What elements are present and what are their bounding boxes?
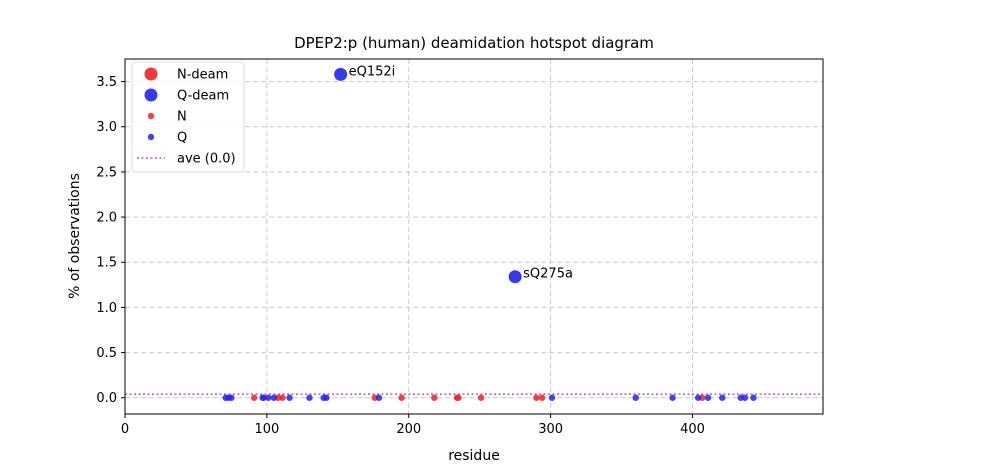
legend-label: ave (0.0)	[177, 152, 236, 167]
n-residue-point	[250, 394, 258, 401]
x-tick-label: 400	[680, 422, 705, 437]
legend-marker-small	[147, 133, 155, 141]
x-tick-label: 200	[396, 422, 421, 437]
q-residue-point	[704, 394, 712, 401]
deamidation-hotspot-point	[508, 270, 522, 284]
legend-label: Q-deam	[177, 89, 229, 104]
y-tick-label: 1.5	[96, 256, 117, 271]
q-residue-point	[694, 394, 702, 401]
n-residue-point	[455, 394, 462, 401]
legend-marker-big	[144, 88, 158, 102]
q-residue-point	[669, 394, 676, 401]
n-residue-point	[398, 394, 405, 401]
hotspot-label: eQ152i	[349, 64, 396, 79]
q-residue-point	[286, 394, 293, 401]
q-residue-point	[270, 394, 278, 401]
q-residue-point	[228, 394, 235, 401]
data-points	[222, 67, 757, 401]
n-residue-point	[279, 394, 286, 401]
legend-label: N-deam	[177, 68, 228, 83]
n-residue-point	[477, 394, 485, 401]
q-residue-point	[265, 394, 272, 401]
y-tick-label: 0.0	[96, 391, 117, 406]
legend-label: N	[177, 110, 187, 125]
hotspot-label: sQ275a	[523, 267, 573, 282]
y-tick-label: 1.0	[96, 301, 117, 316]
x-tick-label: 0	[121, 422, 129, 437]
y-tick-label: 2.0	[96, 211, 117, 226]
n-residue-point	[533, 394, 540, 401]
q-residue-point	[548, 394, 556, 401]
plot-frame	[124, 58, 824, 415]
axis-ticks: 0 100 200 300 400 0.0 0.5 1.0 1.5 2.0 2.5 3.0 3.5	[96, 75, 705, 437]
x-axis-label: residue	[448, 448, 500, 464]
y-tick-label: 2.5	[96, 165, 117, 180]
point-annotations: eQ152i sQ275a	[349, 64, 573, 281]
x-tick-label: 300	[538, 422, 563, 437]
q-residue-point	[632, 394, 639, 401]
legend-label: Q	[177, 131, 187, 146]
y-tick-label: 0.5	[96, 346, 117, 361]
legend-marker-small	[147, 112, 155, 120]
y-axis-label: % of observations	[67, 173, 83, 299]
deamidation-hotspot-point	[334, 67, 348, 81]
legend-box	[131, 61, 245, 173]
n-residue-point	[431, 394, 438, 401]
grid-lines	[124, 59, 823, 414]
q-residue-point	[306, 394, 313, 401]
q-residue-point	[750, 394, 757, 401]
legend-marker-big	[144, 67, 158, 81]
q-residue-point	[719, 394, 726, 401]
q-residue-point	[323, 394, 330, 401]
chart-title: DPEP2:p (human) deamidation hotspot diag…	[294, 34, 654, 52]
x-tick-label: 100	[254, 422, 279, 437]
q-residue-point	[259, 394, 266, 401]
y-tick-label: 3.0	[96, 120, 117, 135]
n-residue-point	[538, 394, 546, 401]
q-residue-point	[375, 394, 383, 401]
q-residue-point	[741, 394, 749, 401]
y-tick-label: 3.5	[96, 75, 117, 90]
